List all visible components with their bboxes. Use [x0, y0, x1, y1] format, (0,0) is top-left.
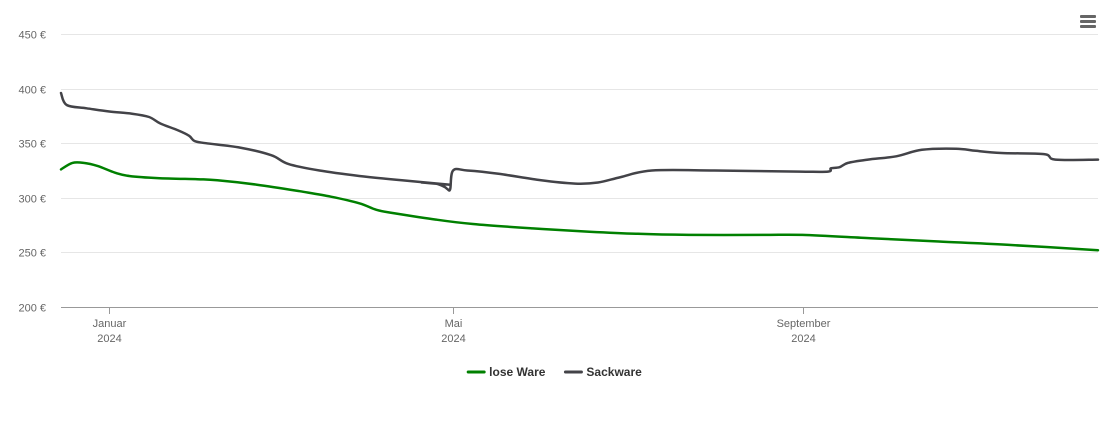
grid-lines [61, 34, 1098, 253]
y-tick-label: 400 € [18, 85, 46, 97]
legend-label: lose Ware [489, 365, 546, 379]
x-tick-label-month: September [777, 318, 831, 330]
y-axis-labels: 200 € 250 € 300 € 350 € 400 € 450 € [18, 30, 46, 315]
x-axis-ticks: Januar 2024 Mai 2024 September 2024 [93, 307, 831, 345]
y-tick-label: 200 € [18, 303, 46, 315]
chart-menu-button[interactable] [1074, 8, 1102, 36]
x-tick-label-year: 2024 [441, 333, 465, 345]
y-tick-label: 300 € [18, 194, 46, 206]
y-tick-label: 450 € [18, 30, 46, 42]
series-lines [59, 91, 1100, 252]
y-tick-label: 350 € [18, 139, 46, 151]
x-tick-label-month: Mai [445, 318, 463, 330]
legend[interactable]: lose Ware Sackware [466, 365, 642, 379]
series-line-lose-ware [59, 161, 1100, 252]
legend-item-sackware[interactable]: Sackware [563, 365, 642, 379]
y-tick-label: 250 € [18, 248, 46, 260]
x-tick-label-month: Januar [93, 318, 127, 330]
x-tick-label-year: 2024 [97, 333, 121, 345]
hamburger-menu-icon[interactable] [1080, 15, 1096, 28]
x-tick-label-year: 2024 [791, 333, 815, 345]
legend-item-lose-ware[interactable]: lose Ware [466, 365, 546, 379]
series-line-sackware [59, 91, 1100, 192]
legend-label: Sackware [586, 365, 642, 379]
